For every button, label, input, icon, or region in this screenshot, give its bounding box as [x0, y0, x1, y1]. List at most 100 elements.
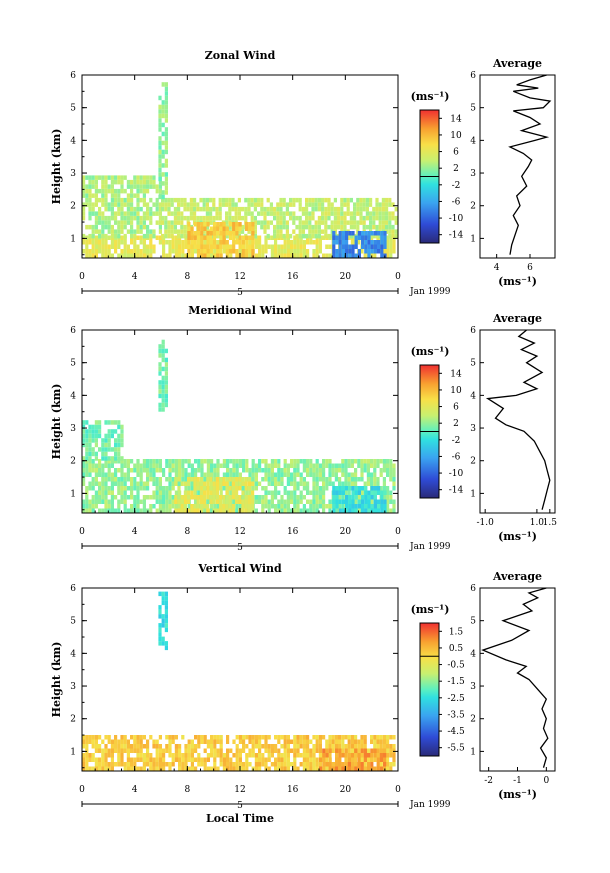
heatmap-cell: [212, 197, 216, 203]
heatmap-cell: [344, 468, 348, 473]
heatmap-cell: [377, 249, 381, 254]
heatmap-cell: [312, 486, 316, 491]
heatmap-cell: [94, 463, 98, 468]
heatmap-cell: [267, 481, 271, 486]
heatmap-cell: [136, 748, 140, 753]
heatmap-cell: [382, 249, 386, 254]
heatmap-cell: [82, 429, 86, 434]
heatmap-cell: [296, 459, 300, 464]
heatmap-cell: [301, 233, 305, 239]
heatmap-cell: [104, 420, 108, 425]
heatmap-cell: [315, 735, 319, 740]
heatmap-cell: [101, 739, 105, 744]
heatmap-cell: [258, 735, 262, 740]
heatmap-cell: [110, 495, 114, 500]
heatmap-cell: [312, 240, 316, 245]
y-tick-label: 4: [70, 136, 76, 146]
heatmap-cell: [274, 240, 278, 245]
heatmap-cell: [353, 215, 357, 221]
heatmap-cell: [168, 504, 172, 509]
heatmap-cell: [180, 508, 184, 513]
heatmap-cell: [174, 240, 178, 245]
heatmap-cell: [203, 244, 207, 249]
heatmap-cell: [164, 113, 168, 119]
heatmap-cell: [354, 753, 358, 758]
heatmap-cell: [85, 748, 89, 753]
heatmap-cell: [341, 468, 345, 473]
heatmap-cell: [363, 463, 367, 468]
heatmap-cell: [164, 104, 168, 110]
heatmap-cell: [373, 744, 377, 749]
heatmap-cell: [341, 766, 345, 771]
heatmap-cell: [248, 748, 252, 753]
heatmap-cell: [98, 744, 102, 749]
heatmap-cell: [107, 472, 111, 477]
heatmap-cell: [85, 235, 89, 240]
heatmap-cell: [280, 508, 284, 513]
heatmap-cell: [381, 211, 385, 216]
heatmap-cell: [273, 224, 277, 230]
heatmap-cell: [315, 504, 319, 509]
heatmap-cell: [126, 757, 130, 762]
x-tick-label: 16: [287, 785, 299, 795]
heatmap-cell: [386, 739, 390, 744]
heatmap-cell: [193, 495, 197, 500]
heatmap-cell: [296, 463, 300, 468]
heatmap-cell: [162, 748, 166, 753]
heatmap-cell: [183, 495, 187, 500]
heatmap-cell: [206, 240, 210, 245]
heatmap-cell: [165, 495, 169, 500]
heatmap-cell: [306, 508, 310, 513]
heatmap-cell: [107, 188, 111, 194]
heatmap-cell: [270, 504, 274, 509]
heatmap-cell: [193, 508, 197, 513]
heatmap-cell: [85, 735, 89, 740]
heatmap-cell: [391, 229, 395, 234]
heatmap-cell: [286, 244, 290, 249]
heatmap-cell: [164, 362, 168, 367]
heatmap-cell: [130, 253, 134, 258]
heatmap-cell: [222, 249, 226, 254]
x-tick-label: 8: [184, 527, 190, 537]
heatmap-cell: [177, 229, 181, 234]
heatmap-cell: [193, 202, 197, 207]
heatmap-cell: [380, 495, 384, 500]
heatmap-cell: [341, 459, 345, 464]
heatmap-cell: [177, 499, 181, 504]
heatmap-cell: [107, 215, 111, 221]
heatmap-cell: [381, 224, 385, 230]
heatmap-cell: [136, 211, 140, 216]
heatmap-cell: [293, 762, 297, 767]
heatmap-cell: [142, 463, 146, 468]
heatmap-cell: [283, 249, 287, 254]
heatmap-cell: [345, 486, 349, 491]
heatmap-cell: [164, 206, 168, 212]
heatmap-cell: [344, 748, 348, 753]
heatmap-cell: [299, 253, 303, 258]
heatmap-cell: [322, 490, 326, 495]
heatmap-cell: [126, 459, 130, 464]
heatmap-cell: [235, 757, 239, 762]
heatmap-cell: [178, 472, 182, 477]
heatmap-cell: [165, 744, 169, 749]
heatmap-cell: [324, 224, 328, 230]
heatmap-cell: [114, 175, 118, 180]
heatmap-cell: [376, 481, 380, 486]
heatmap-cell: [308, 202, 312, 207]
heatmap-cell: [177, 220, 181, 225]
heatmap-cell: [205, 202, 209, 207]
heatmap-cell: [88, 188, 92, 194]
heatmap-cell: [196, 481, 200, 486]
heatmap-cell: [314, 206, 318, 212]
heatmap-cell: [322, 463, 326, 468]
heatmap-cell: [133, 739, 137, 744]
heatmap-cell: [136, 175, 140, 180]
heatmap-cell: [212, 486, 216, 491]
heatmap-cell: [190, 463, 194, 468]
heatmap-cell: [373, 472, 377, 477]
heatmap-cell: [161, 393, 165, 399]
heatmap-cell: [164, 185, 168, 191]
heatmap-cell: [197, 459, 201, 464]
heatmap-cell: [290, 463, 294, 468]
heatmap-cell: [392, 244, 396, 249]
